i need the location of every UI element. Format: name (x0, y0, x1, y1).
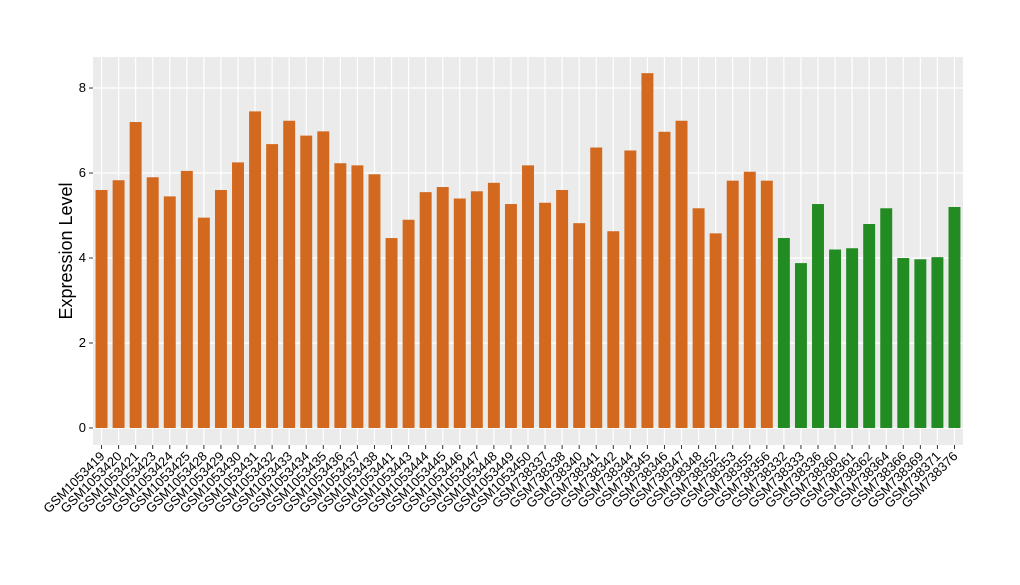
bar (812, 204, 824, 429)
bar (436, 187, 449, 429)
bar (266, 144, 279, 429)
bar (914, 259, 927, 429)
bar (743, 171, 756, 429)
y-axis-label: Expression Level (56, 182, 76, 319)
bar (692, 208, 705, 429)
bar (129, 122, 142, 429)
bar (419, 192, 432, 429)
bar (112, 180, 125, 429)
y-tick-label: 4 (79, 250, 86, 265)
bar (283, 120, 296, 429)
bar (232, 162, 244, 429)
bar (522, 165, 534, 429)
bar (402, 219, 415, 429)
bar (794, 263, 807, 429)
bar (777, 238, 790, 429)
bar (931, 257, 944, 429)
bar (317, 131, 330, 429)
bar (897, 258, 910, 429)
y-tick-label: 8 (79, 80, 86, 95)
bar (95, 190, 108, 429)
bar (573, 223, 586, 429)
bar (385, 238, 398, 429)
bar (249, 111, 262, 429)
bar (607, 231, 620, 429)
bar (829, 249, 842, 429)
bar (197, 217, 210, 429)
bar (658, 131, 671, 429)
bar (504, 204, 517, 429)
bar (351, 165, 364, 429)
bar (470, 191, 483, 429)
bar (368, 174, 381, 429)
bar (709, 233, 722, 429)
bar (641, 73, 654, 429)
bar (624, 150, 637, 429)
bar (300, 135, 313, 429)
bar (334, 163, 347, 429)
bar (760, 180, 773, 429)
bar (539, 202, 552, 429)
y-tick-label: 2 (79, 335, 86, 350)
bar (846, 248, 859, 429)
y-tick-label: 0 (79, 420, 86, 435)
bar (880, 208, 893, 429)
bar (180, 170, 193, 429)
bar (590, 147, 603, 429)
bar (675, 120, 688, 429)
bar (487, 182, 500, 429)
bar (863, 224, 876, 429)
bar (726, 180, 739, 429)
bar (163, 196, 176, 429)
bar (556, 190, 569, 429)
bar (453, 198, 466, 429)
bar (948, 207, 961, 429)
bar (146, 177, 159, 429)
bar (214, 190, 227, 429)
y-tick-label: 6 (79, 165, 86, 180)
